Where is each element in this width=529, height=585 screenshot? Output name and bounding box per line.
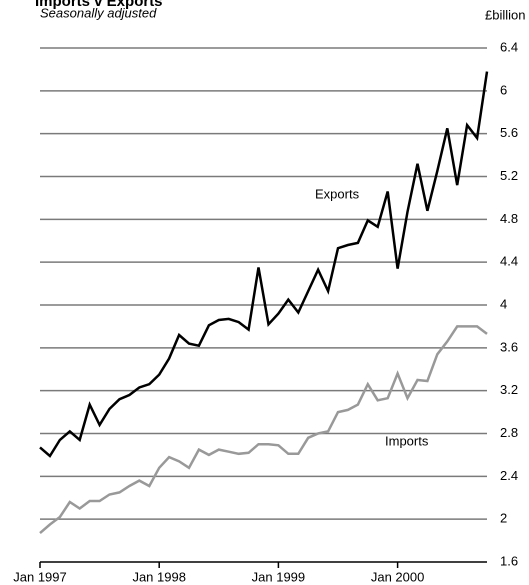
series-line [39, 71, 489, 458]
x-tick-label: Jan 1999 [252, 569, 306, 584]
series-label: Exports [315, 186, 360, 201]
x-tick-label: Jan 1998 [132, 569, 186, 584]
y-tick-label: 3.6 [500, 339, 518, 354]
y-tick-label: 6 [500, 82, 507, 97]
x-tick-label: Jan 1997 [13, 569, 67, 584]
y-tick-label: 5.6 [500, 125, 518, 140]
y-tick-label: 5.2 [500, 168, 518, 183]
y-tick-label: 4.4 [500, 254, 518, 269]
y-tick-label: 2.8 [500, 425, 518, 440]
chart-subtitle: Seasonally adjusted [40, 5, 157, 20]
y-tick-label: 4.8 [500, 211, 518, 226]
series-line [39, 325, 488, 535]
y-tick-label: 2.4 [500, 468, 518, 483]
series-label: Imports [385, 433, 429, 448]
y-tick-label: 1.6 [500, 553, 518, 568]
y-tick-label: 3.2 [500, 382, 518, 397]
y-tick-label: 6.4 [500, 39, 518, 54]
chart-title: Imports v Exports [35, 0, 163, 10]
y-tick-label: 4 [500, 296, 507, 311]
y-axis-label: £billion [485, 7, 525, 22]
x-tick-label: Jan 2000 [371, 569, 425, 584]
y-tick-label: 2 [500, 511, 507, 526]
